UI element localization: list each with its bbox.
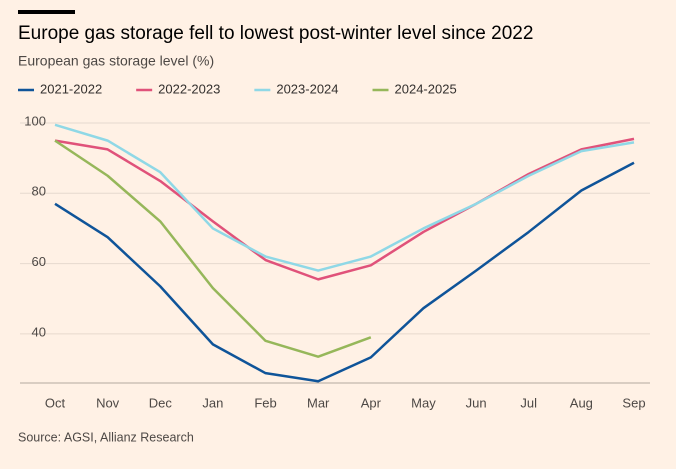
series-line [54,123,635,272]
y-tick-label: 80 [32,184,46,199]
x-tick-label: Mar [307,395,330,410]
legend-label: 2023-2024 [276,81,338,96]
series-line [54,161,635,383]
y-tick-label: 100 [24,113,46,128]
y-tick-label: 60 [32,254,46,269]
legend-label: 2022-2023 [158,81,220,96]
x-tick-label: Dec [149,395,173,410]
x-tick-label: Jul [520,395,537,410]
brand-bar [18,10,75,14]
series-line [54,137,635,281]
x-tick-label: Nov [96,395,120,410]
x-tick-label: May [411,395,436,410]
source: Source: AGSI, Allianz Research [18,430,194,444]
chart-subtitle: European gas storage level (%) [18,53,214,69]
x-tick-label: Jun [466,395,487,410]
series-line [54,139,372,358]
chart-title: Europe gas storage fell to lowest post-w… [18,23,533,44]
x-tick-label: Oct [45,395,66,410]
x-tick-label: Feb [254,395,276,410]
legend-label: 2021-2022 [40,81,102,96]
legend-label: 2024-2025 [395,81,457,96]
y-tick-label: 40 [32,324,46,339]
x-tick-label: Sep [622,395,645,410]
x-tick-label: Aug [570,395,593,410]
x-tick-label: Jan [202,395,223,410]
x-tick-label: Apr [361,395,382,410]
